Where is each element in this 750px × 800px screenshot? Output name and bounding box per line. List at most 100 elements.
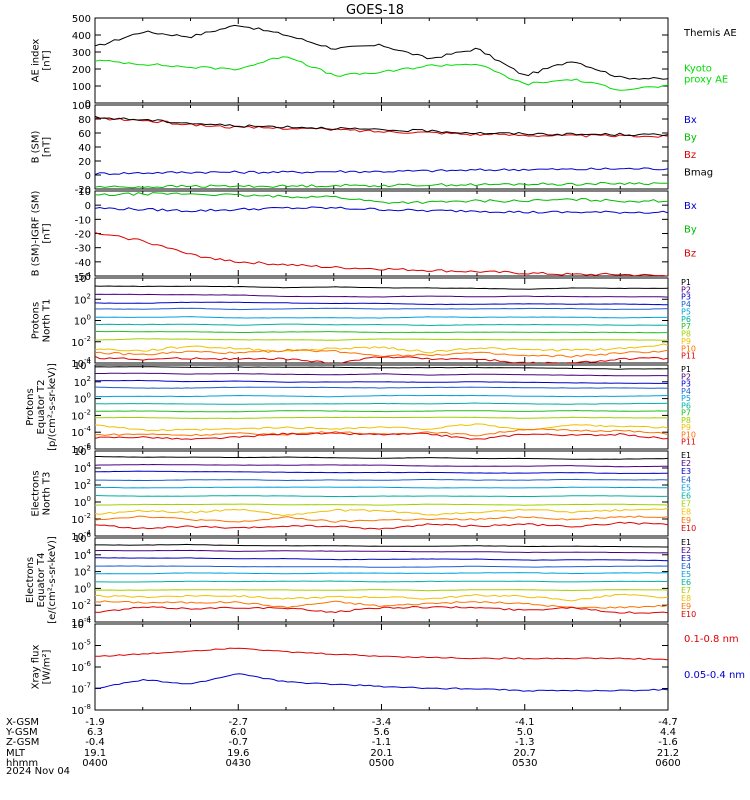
channel-line [95,549,668,554]
orbit-row-label: hhmm [6,758,38,769]
panel-frame [94,277,669,364]
y-tick-label: 10-4 [71,356,91,370]
y-tick-label: 10-7 [71,682,91,696]
channel-line [95,394,668,398]
orbit-value: 20.1 [370,748,392,759]
y-tick-label: 10-4 [71,617,91,631]
legend-entry: E8 [681,594,691,603]
y-axis-label: [nT] [42,223,53,243]
y-axis-label: [nT] [42,50,53,70]
y-tick-label: 10-4 [71,615,91,629]
y-tick-label: 10-2 [71,512,91,526]
legend-entry: E5 [681,570,691,579]
orbit-value: -4.1 [515,717,535,728]
y-axis-label: B (SM)-IGRF (SM) [31,191,42,277]
orbit-value: 5.6 [374,727,390,738]
legend-entry: P11 [681,438,696,447]
legend-entry: E1 [681,538,691,547]
y-axis-label: [p/(cm²-s-sr-keV)] [47,363,58,451]
y-tick-label: 104 [74,548,92,562]
orbit-value: -1.6 [658,737,678,748]
y-axis-label: Electrons [31,470,42,516]
channel-line [95,355,668,363]
legend-entry: Kyoto [684,64,712,75]
y-tick-label: 102 [74,292,91,306]
legend-entry: P7 [681,322,691,331]
y-tick-label: 100 [74,392,91,406]
orbit-value: 6.0 [230,727,246,738]
legend-entry: P8 [681,416,691,425]
y-tick-label: 10-5 [71,639,91,653]
y-tick-label: 10-4 [71,425,91,439]
channel-line [95,301,668,306]
y-tick-label: 10-6 [71,442,91,456]
y-tick-label: -50 [75,272,91,283]
y-axis-label: Equator T4 [36,553,47,608]
y-tick-label: 0 [85,171,91,182]
legend-entry: P11 [681,352,696,361]
channel-line [95,428,668,437]
channel-line [95,372,668,377]
legend-entry: P1 [681,278,691,287]
y-tick-label: 100 [74,314,91,328]
y-tick-label: 60 [78,129,91,140]
channel-line [95,423,668,432]
legend-entry: 0.1-0.8 nm [684,634,739,645]
legend-entry: proxy AE [684,75,728,86]
legend-entry: E10 [681,610,696,619]
y-tick-label: 0 [85,99,91,110]
legend-entry: E10 [681,524,696,533]
legend-entry: P3 [681,380,691,389]
y-axis-label: [nT] [42,137,53,157]
y-tick-label: 106 [74,531,92,545]
y-axis-label: B (SM) [31,130,42,163]
y-tick-label: 500 [72,14,91,25]
panel-frame [94,104,669,190]
legend-entry: P4 [681,387,691,396]
series-line [95,673,668,692]
y-tick-label: 0 [85,201,91,212]
legend-entry: E4 [681,562,691,571]
channel-line [95,366,668,370]
panel-frame [94,623,669,711]
orbit-value: -1.1 [372,737,392,748]
channel-line [95,572,668,575]
legend-entry: P9 [681,423,691,432]
channel-line [95,379,668,384]
series-line [95,206,668,214]
plot-title: GOES-18 [346,3,404,18]
panel-7: Electrons Equator T4 [e/(cm²-s-sr-keV)] 10-… [25,531,696,629]
panel-8: Xray flux [W/m²] 10-8 10-7 10-6 10-5 10-4 0.1-0… [31,617,746,717]
channel-line [95,456,668,460]
legend-entry: P6 [681,401,691,410]
y-tick-label: -40 [75,258,91,269]
orbit-value: 4.4 [660,727,676,738]
channel-line [95,402,668,405]
orbit-table: 2024 Nov 04 X-GSMY-GSMZ-GSMMLThhmm-1.96.… [5,717,681,777]
y-tick-label: 10-8 [71,703,91,717]
legend-entry: By [684,133,697,144]
date-label: 2024 Nov 04 [6,766,70,777]
channel-line [95,507,668,517]
legend-entry: P10 [681,430,696,439]
orbit-value: -0.7 [228,737,248,748]
channel-line [95,330,668,334]
y-axis-label: [e/(cm²-s-sr-keV)] [47,536,58,624]
legend-entry: P4 [681,300,691,309]
orbit-value: -2.7 [228,717,248,728]
legend-entry: E4 [681,475,691,484]
legend-entry: Bz [684,150,696,161]
y-tick-label: 200 [72,65,91,76]
channel-line [95,293,668,298]
channel-line [95,416,668,420]
plot-area [95,543,668,614]
y-tick-label: 100 [74,495,91,509]
legend-entry: E6 [681,578,691,587]
channel-line [95,495,668,498]
channel-line [95,432,668,440]
plot-area [95,456,668,530]
channel-line [95,386,668,389]
channel-line [95,323,668,327]
